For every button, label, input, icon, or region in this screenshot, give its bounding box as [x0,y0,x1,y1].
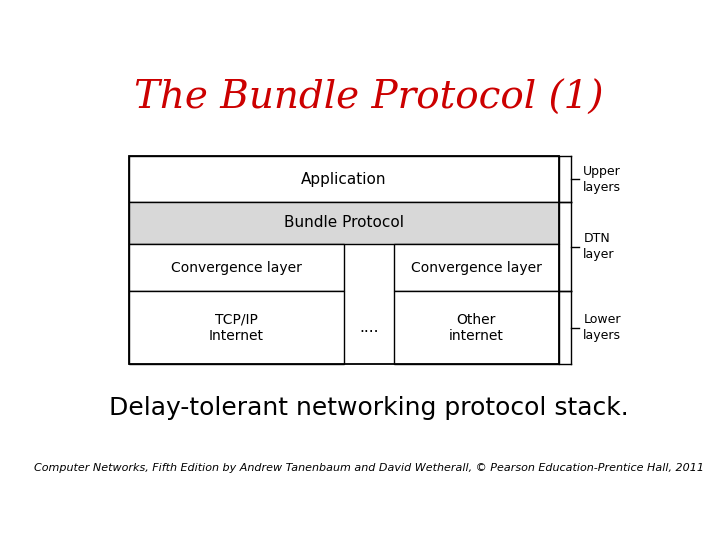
Text: Delay-tolerant networking protocol stack.: Delay-tolerant networking protocol stack… [109,396,629,420]
Text: The Bundle Protocol (1): The Bundle Protocol (1) [134,79,604,117]
Text: Bundle Protocol: Bundle Protocol [284,215,404,230]
Text: Lower
layers: Lower layers [583,313,621,342]
Bar [129,156,559,202]
Text: DTN
layer: DTN layer [583,232,615,261]
Text: Upper
layers: Upper layers [583,165,621,194]
Text: Application: Application [301,172,387,187]
Bar [129,244,344,292]
Bar [129,292,344,364]
Bar [394,292,559,364]
Text: Computer Networks, Fifth Edition by Andrew Tanenbaum and David Wetherall, © Pear: Computer Networks, Fifth Edition by Andr… [34,463,704,473]
Bar [394,244,559,292]
Text: ....: .... [359,320,379,335]
Text: TCP/IP
Internet: TCP/IP Internet [209,313,264,343]
Bar [129,202,559,244]
Text: Convergence layer: Convergence layer [171,260,302,274]
Text: Convergence layer: Convergence layer [411,260,542,274]
Text: Other
internet: Other internet [449,313,504,343]
Bar [129,156,559,364]
